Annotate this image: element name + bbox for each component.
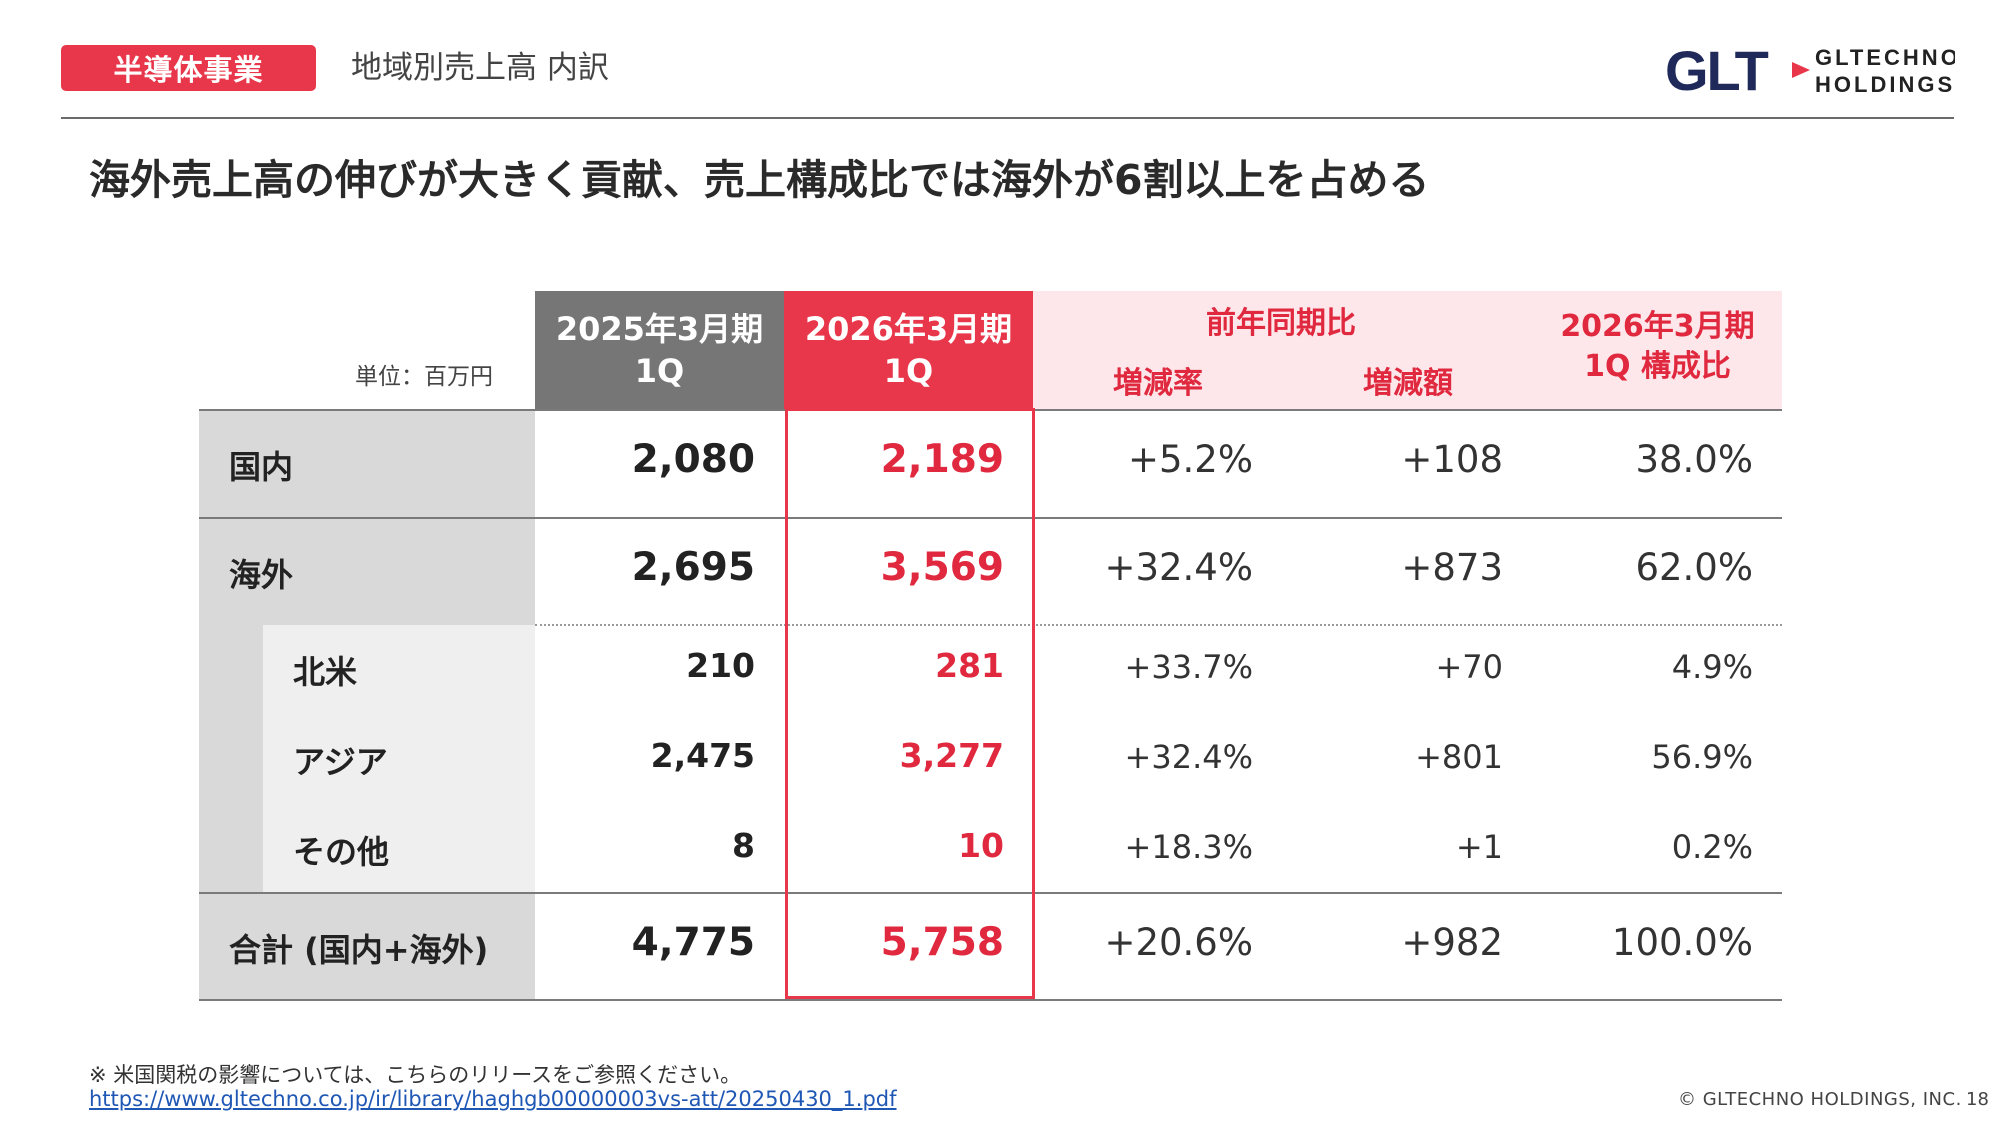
cell-asia-comp: 56.9% — [1651, 738, 1753, 776]
cell-other-amount: +1 — [1455, 828, 1503, 866]
cell-overseas-prev: 2,695 — [631, 545, 755, 590]
page-number: 18 — [1966, 1089, 1989, 1110]
header-divider — [61, 117, 1954, 119]
cell-asia-amount: +801 — [1415, 738, 1503, 776]
cell-asia-curr: 3,277 — [899, 736, 1004, 775]
cell-na-rate: +33.7% — [1124, 648, 1253, 686]
cell-overseas-curr: 3,569 — [880, 545, 1004, 590]
cell-total-rate: +20.6% — [1104, 921, 1253, 964]
cell-asia-prev: 2,475 — [650, 736, 755, 775]
row-label-asia: アジア — [293, 743, 388, 781]
cell-domestic-curr: 2,189 — [880, 437, 1004, 482]
cell-total-prev: 4,775 — [631, 920, 755, 965]
col-header-yoy-group: 前年同期比 — [1206, 306, 1356, 341]
page-subtitle: 地域別売上高 内訳 — [351, 50, 609, 86]
cell-domestic-rate: +5.2% — [1127, 438, 1253, 481]
col-header-prev: 2025年3月期 1Q — [535, 291, 784, 409]
col-header-composition: 2026年3月期 1Q 構成比 — [1533, 307, 1782, 387]
col-header-curr: 2026年3月期 1Q — [784, 291, 1033, 409]
page-headline: 海外売上高の伸びが大きく貢献、売上構成比では海外が6割以上を占める — [89, 156, 1430, 204]
cell-na-curr: 281 — [935, 646, 1004, 685]
cell-total-comp: 100.0% — [1611, 921, 1753, 964]
svg-text:GLTECHNO: GLTECHNO — [1815, 45, 1955, 70]
company-logo: GLT GLTECHNO HOLDINGS — [1665, 39, 1958, 102]
row-label-total: 合計 (国内+海外) — [229, 931, 489, 969]
svg-text:HOLDINGS: HOLDINGS — [1815, 72, 1955, 97]
section-tag: 半導体事業 — [61, 45, 316, 91]
cell-na-amount: +70 — [1435, 648, 1503, 686]
unit-label: 単位：百万円 — [355, 364, 493, 390]
cell-other-rate: +18.3% — [1124, 828, 1253, 866]
footnote: ※ 米国関税の影響については、こちらのリリースをご参照ください。 — [89, 1063, 742, 1087]
col-header-yoy-rate: 増減率 — [1113, 366, 1203, 401]
cell-asia-rate: +32.4% — [1124, 738, 1253, 776]
release-link[interactable]: https://www.gltechno.co.jp/ir/library/ha… — [89, 1087, 897, 1111]
cell-overseas-amount: +873 — [1401, 546, 1503, 589]
table-dotline — [535, 624, 1782, 626]
cell-na-comp: 4.9% — [1671, 648, 1753, 686]
col-header-curr-line2: 1Q — [883, 352, 934, 390]
cell-overseas-rate: +32.4% — [1104, 546, 1253, 589]
col-header-curr-line1: 2026年3月期 — [804, 310, 1013, 348]
row-bg-sub-regions — [263, 625, 535, 893]
table-line-bottom — [199, 999, 1782, 1001]
current-column-highlight — [785, 408, 1035, 999]
col-header-yoy-amount: 増減額 — [1363, 366, 1453, 401]
col-header-comp-line1: 2026年3月期 — [1560, 309, 1755, 344]
col-header-prev-line2: 1Q — [634, 352, 685, 390]
cell-domestic-prev: 2,080 — [631, 437, 755, 482]
row-label-overseas: 海外 — [229, 556, 294, 594]
col-header-prev-line1: 2025年3月期 — [555, 310, 764, 348]
row-label-other: その他 — [293, 833, 390, 871]
cell-na-prev: 210 — [686, 646, 755, 685]
cell-domestic-comp: 38.0% — [1635, 438, 1753, 481]
cell-overseas-comp: 62.0% — [1635, 546, 1753, 589]
col-header-comp-line2: 1Q 構成比 — [1584, 349, 1731, 384]
cell-other-prev: 8 — [732, 826, 755, 865]
cell-other-comp: 0.2% — [1671, 828, 1753, 866]
copyright: © GLTECHNO HOLDINGS, INC. — [1678, 1089, 1962, 1110]
row-label-north-america: 北米 — [293, 653, 358, 691]
row-label-domestic: 国内 — [229, 448, 294, 486]
cell-domestic-amount: +108 — [1401, 438, 1503, 481]
row-bg-overseas-indent — [199, 625, 263, 893]
row-bg-overseas — [199, 518, 535, 625]
cell-other-curr: 10 — [958, 826, 1004, 865]
svg-text:GLT: GLT — [1665, 40, 1769, 100]
row-bg-domestic — [199, 410, 535, 518]
col-header-yoy-area — [1033, 291, 1782, 409]
glt-logo-icon: GLT GLTECHNO HOLDINGS — [1665, 39, 1958, 102]
table-line-2 — [199, 892, 1782, 894]
cell-total-amount: +982 — [1401, 921, 1503, 964]
cell-total-curr: 5,758 — [880, 920, 1004, 965]
table-line-1 — [199, 517, 1782, 519]
row-bg-total — [199, 893, 535, 1000]
